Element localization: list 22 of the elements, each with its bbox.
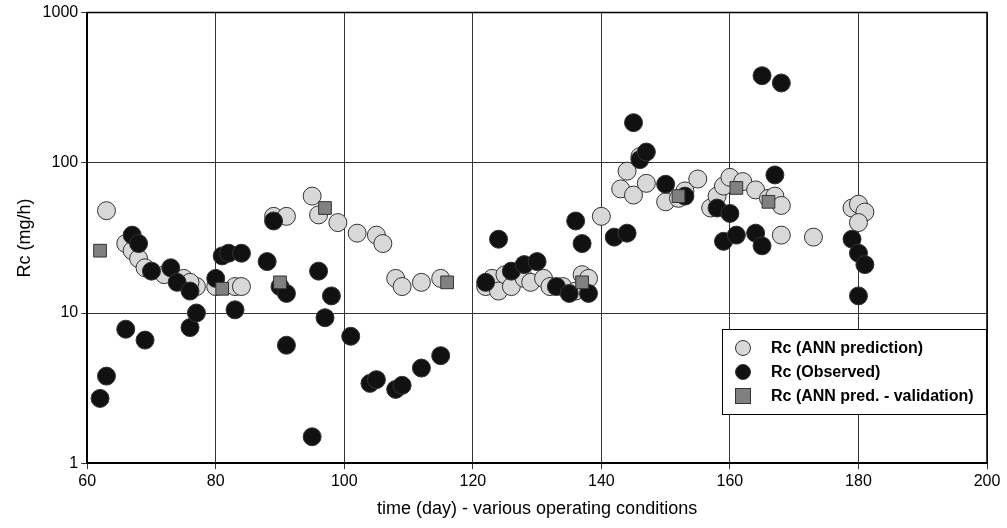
x-tick-label: 60 bbox=[78, 472, 97, 490]
y-tick-label: 1 bbox=[69, 453, 79, 471]
y-tick-label: 1000 bbox=[42, 3, 79, 21]
point bbox=[671, 189, 686, 203]
point bbox=[215, 281, 230, 296]
y-axis-title: Rc (mg/h) bbox=[13, 198, 34, 278]
x-tick-label: 180 bbox=[845, 472, 872, 490]
legend-label: Rc (ANN pred. - validation) bbox=[771, 387, 974, 406]
x-tick-label: 160 bbox=[716, 472, 744, 490]
point bbox=[761, 194, 776, 209]
x-tick-label: 80 bbox=[206, 472, 225, 490]
x-tick-label: 200 bbox=[973, 472, 1001, 490]
x-axis-title: time (day) - various operating conditions bbox=[377, 498, 698, 519]
y-tick-label: 100 bbox=[51, 153, 79, 171]
point bbox=[93, 243, 107, 258]
x-tick-label: 100 bbox=[330, 472, 358, 490]
legend-label: Rc (Observed) bbox=[771, 363, 881, 382]
legend-label: Rc (ANN prediction) bbox=[771, 339, 923, 358]
y-tick-label: 10 bbox=[60, 303, 79, 321]
point bbox=[575, 275, 589, 290]
x-tick-label: 140 bbox=[588, 472, 615, 490]
x-tick-label: 120 bbox=[459, 472, 487, 490]
